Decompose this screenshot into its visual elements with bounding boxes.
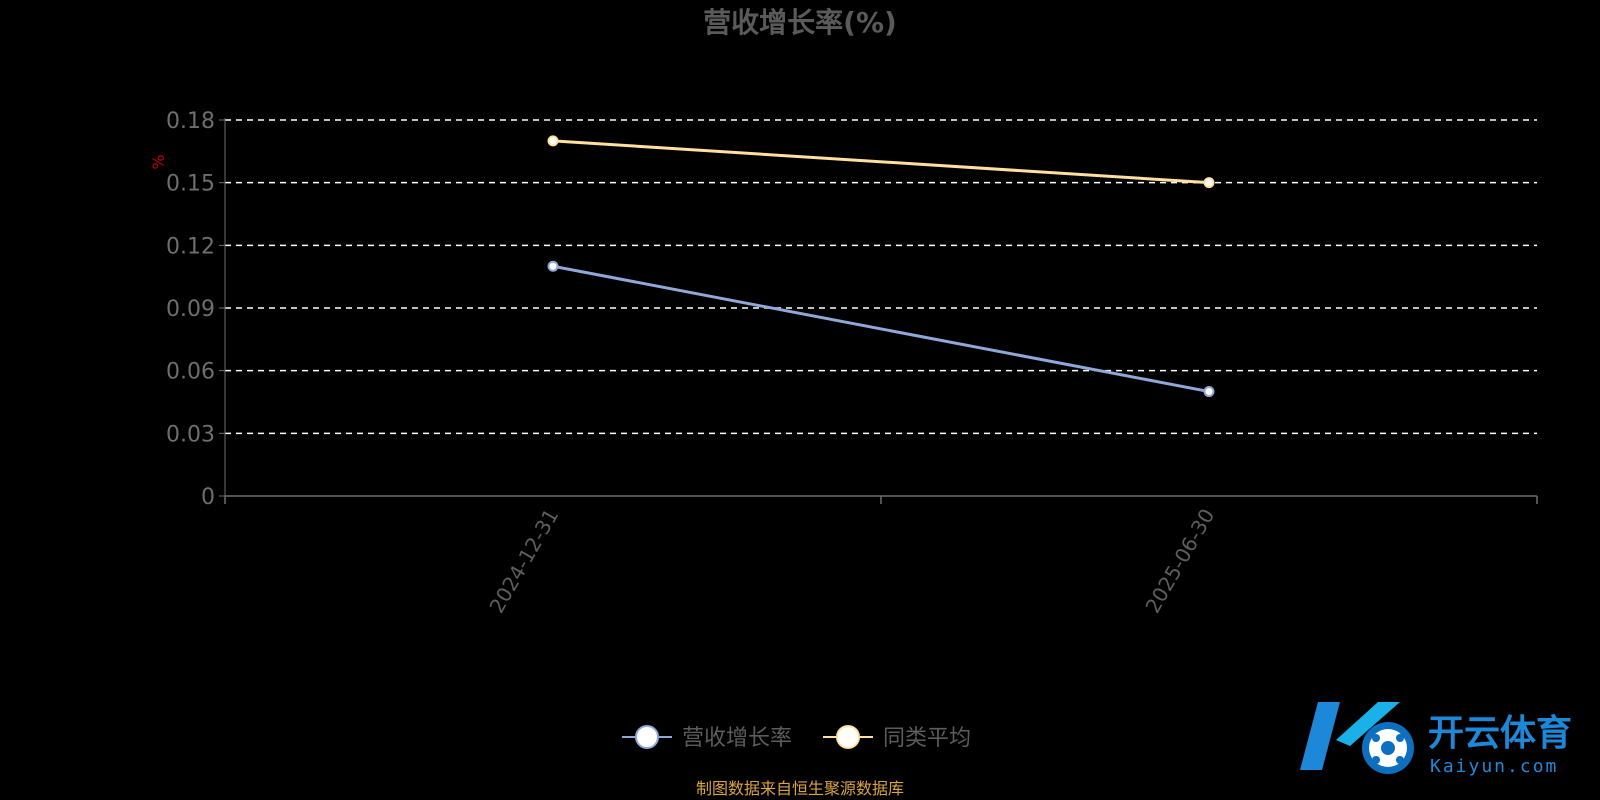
x-tick-label: 2025-06-30 — [1140, 505, 1219, 618]
data-source-note: 制图数据来自恒生聚源数据库 — [696, 779, 904, 798]
legend-item-revenue-growth[interactable]: 营收增长率 — [622, 725, 792, 751]
y-tick-label: 0.09 — [166, 297, 215, 322]
grid-lines — [225, 119, 1537, 435]
legend-item-peer-average[interactable]: 同类平均 — [823, 725, 971, 751]
legend[interactable]: 营收增长率 同类平均 — [622, 725, 971, 751]
y-tick-label: 0.03 — [166, 422, 215, 447]
series-line-1 — [552, 139, 1210, 185]
y-tick-label: 0 — [201, 485, 215, 510]
data-point[interactable] — [1203, 177, 1215, 189]
data-point[interactable] — [547, 260, 559, 272]
y-tick-label: 0.18 — [166, 109, 215, 134]
kaiyun-watermark: 开云体育 Kaiyun.com — [1300, 702, 1572, 777]
y-axis-ticks: 0 0.03 0.06 0.09 0.12 0.15 0.18 — [166, 109, 225, 510]
legend-label-revenue-growth: 营收增长率 — [682, 726, 792, 751]
y-axis-unit: % — [149, 154, 168, 169]
y-tick-label: 0.12 — [166, 234, 215, 259]
y-tick-label: 0.15 — [166, 172, 215, 197]
y-tick-label: 0.06 — [166, 360, 215, 385]
series-line-0 — [552, 264, 1210, 394]
kaiyun-logo-icon — [1300, 702, 1414, 774]
watermark-en-text: Kaiyun.com — [1430, 756, 1558, 777]
legend-marker-revenue-growth — [635, 725, 659, 749]
x-axis-ticks: 2024-12-31 2025-06-30 — [224, 496, 1538, 618]
data-point[interactable] — [1203, 386, 1215, 398]
data-point[interactable] — [547, 135, 559, 147]
legend-label-peer-average: 同类平均 — [883, 726, 971, 751]
axes — [224, 118, 1537, 497]
series-lines — [547, 135, 1215, 398]
chart-title: 营收增长率(%) — [703, 6, 897, 39]
x-tick-label: 2024-12-31 — [484, 505, 563, 618]
legend-marker-peer-average — [836, 725, 860, 749]
watermark-cn-text: 开云体育 — [1428, 713, 1572, 754]
